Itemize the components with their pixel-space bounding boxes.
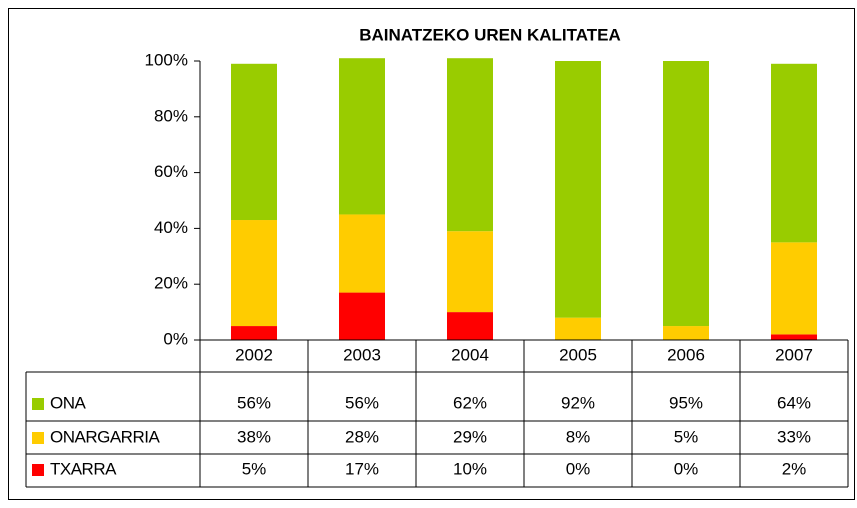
data-label: 62% [453,393,487,412]
legend-swatch [32,432,44,444]
bar-segment [231,220,277,327]
legend-label: ONA [50,393,87,412]
data-label: 0% [566,459,591,478]
y-tick-label: 40% [154,218,188,237]
bar-segment [339,58,385,215]
y-tick-label: 60% [154,162,188,181]
legend-swatch [32,398,44,410]
data-label: 33% [777,427,811,446]
data-label: 92% [561,393,595,412]
data-label: 0% [674,459,699,478]
legend-label: ONARGARRIA [50,427,160,446]
data-label: 5% [242,459,267,478]
x-tick-label: 2004 [451,345,489,364]
bar-segment [339,292,385,340]
bar-segment [231,63,277,221]
y-tick-label: 20% [154,274,188,293]
bar-segment [663,61,709,327]
bar-segment [447,312,493,340]
y-tick-label: 0% [163,329,188,348]
data-label: 10% [453,459,487,478]
data-label: 17% [345,459,379,478]
data-label: 2% [782,459,807,478]
data-label: 95% [669,393,703,412]
data-label: 8% [566,427,591,446]
y-tick-label: 100% [145,50,188,69]
data-label: 56% [345,393,379,412]
bar-segment [447,231,493,313]
x-tick-label: 2003 [343,345,381,364]
data-label: 28% [345,427,379,446]
bar-segment [771,242,817,335]
bar-segment [447,58,493,232]
bar-segment [771,334,817,340]
chart-frame [8,8,855,500]
bar-segment [771,63,817,243]
legend-swatch [32,464,44,476]
x-tick-label: 2002 [235,345,273,364]
data-label: 56% [237,393,271,412]
data-label: 38% [237,427,271,446]
bar-segment [555,61,601,318]
chart-title: BAINATZEKO UREN KALITATEA [359,25,621,44]
x-tick-label: 2005 [559,345,597,364]
bar-segment [231,326,277,340]
x-tick-label: 2006 [667,345,705,364]
legend-label: TXARRA [50,459,117,478]
data-label: 29% [453,427,487,446]
data-label: 5% [674,427,699,446]
y-tick-label: 80% [154,106,188,125]
x-tick-label: 2007 [775,345,813,364]
bar-segment [339,214,385,293]
data-label: 64% [777,393,811,412]
bar-segment [555,317,601,340]
bar-segment [663,326,709,340]
